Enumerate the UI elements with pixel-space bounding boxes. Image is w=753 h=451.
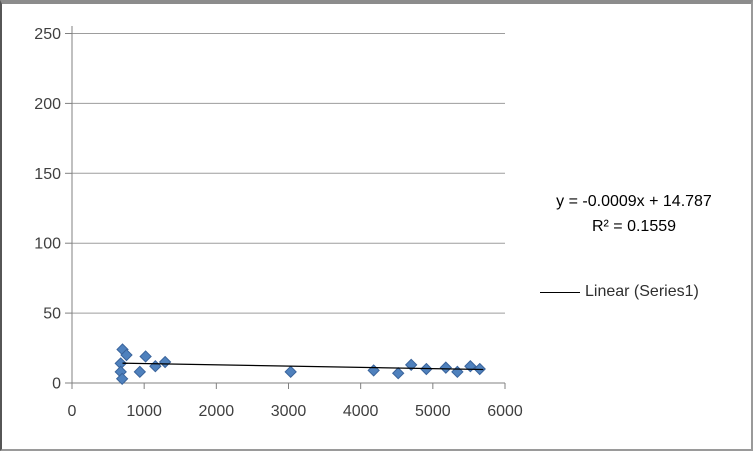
data-point[interactable] xyxy=(149,360,162,373)
x-axis-tick-label: 1000 xyxy=(126,403,162,420)
y-axis-tick-label: 100 xyxy=(34,236,61,253)
data-point[interactable] xyxy=(158,355,172,369)
x-axis-tick-label: 6000 xyxy=(487,403,523,420)
data-point[interactable] xyxy=(367,364,380,377)
y-axis-tick-label: 0 xyxy=(52,376,61,393)
data-point[interactable] xyxy=(439,361,453,374)
x-axis-tick-label: 0 xyxy=(68,403,77,420)
data-point[interactable] xyxy=(464,360,477,373)
x-axis-tick-label: 3000 xyxy=(271,403,307,420)
y-axis-tick-label: 200 xyxy=(34,96,61,113)
data-point[interactable] xyxy=(391,367,405,380)
trendline-r-squared-text: R² = 0.1559 xyxy=(591,218,677,235)
x-axis-tick-label: 5000 xyxy=(415,403,451,420)
trendline-equation-text: y = -0.0009x + 14.787 xyxy=(556,193,712,210)
legend-line-sample-icon xyxy=(540,291,580,293)
data-point[interactable] xyxy=(133,365,147,379)
trendline-equation-label[interactable]: y = -0.0009x + 14.787 R² = 0.1559 xyxy=(520,189,748,239)
data-point[interactable] xyxy=(115,372,129,386)
data-point[interactable] xyxy=(284,365,297,379)
x-axis-tick-label: 2000 xyxy=(199,403,235,420)
data-point[interactable] xyxy=(120,348,133,362)
chart-legend[interactable]: Linear (Series1) xyxy=(540,282,699,302)
data-point[interactable] xyxy=(404,358,418,372)
y-axis-tick-label: 50 xyxy=(43,306,61,323)
data-point[interactable] xyxy=(139,350,152,363)
legend-item-label: Linear (Series1) xyxy=(585,283,699,300)
y-axis-tick-label: 150 xyxy=(34,166,61,183)
data-point[interactable] xyxy=(451,365,464,379)
x-axis-tick-label: 4000 xyxy=(343,403,379,420)
scatter-chart[interactable]: 0 50 100 150 200 250 0 1000 2000 3000 4000 5000 6000 xyxy=(2,4,751,449)
trendline[interactable] xyxy=(122,362,484,371)
y-axis-tick-label: 250 xyxy=(34,26,61,43)
